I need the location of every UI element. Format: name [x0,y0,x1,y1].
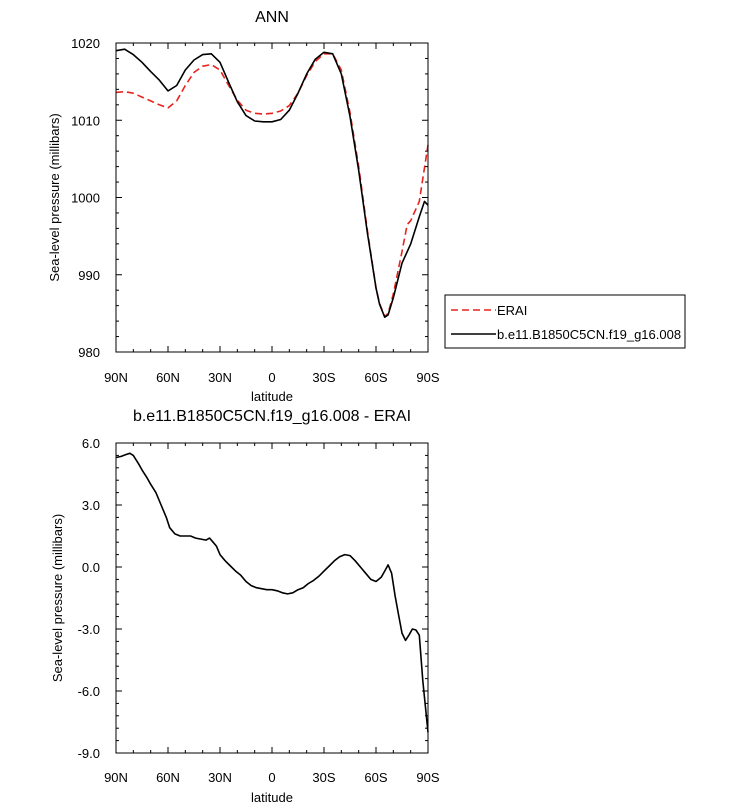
x-tick-label: 60N [156,770,180,785]
y-tick-label: -6.0 [78,684,100,699]
plot-frame [115,442,429,754]
y-axis-label: Sea-level pressure (millibars) [47,113,62,281]
series-layer [115,452,429,733]
series-line [115,48,429,319]
x-tick-label: 30N [208,370,232,385]
legend-box [444,294,686,349]
x-tick-label: 60N [156,370,180,385]
chart-title: b.e11.B1850C5CN.f19_g16.008 - ERAI [133,408,411,425]
y-tick-label: 1020 [71,36,100,51]
x-axis-label: latitude [251,389,293,404]
y-tick-label: 6.0 [82,436,100,451]
x-tick-labels: 90N 60N 30N 0 30S 60S 90S [104,370,440,385]
x-tick-labels: 90N 60N 30N 0 30S 60S 90S [104,770,440,785]
tick-layer [115,442,429,754]
x-tick-label: 90S [416,370,439,385]
x-tick-label: 30N [208,770,232,785]
legend: ERAI b.e11.B1850C5CN.f19_g16.008 [444,294,686,349]
x-tick-label: 30S [312,770,335,785]
x-tick-label: 0 [268,770,275,785]
y-tick-label: 0.0 [82,560,100,575]
x-tick-label: 30S [312,370,335,385]
mean-slp-panel: ANN 980 990 1000 1010 1020 90N 60N 30N 0… [47,9,686,404]
y-tick-label: -3.0 [78,622,100,637]
chart-title: ANN [255,9,289,26]
legend-label-erai: ERAI [497,303,527,318]
series-line [115,52,429,318]
y-axis-label: Sea-level pressure (millibars) [50,514,65,682]
x-axis-label: latitude [251,790,293,805]
y-tick-labels: -9.0 -6.0 -3.0 0.0 3.0 6.0 [78,436,100,761]
y-tick-label: 980 [78,345,100,360]
y-tick-label: -9.0 [78,746,100,761]
y-tick-label: 3.0 [82,498,100,513]
x-tick-label: 90N [104,770,128,785]
x-tick-label: 0 [268,370,275,385]
series-layer [115,48,429,319]
y-tick-label: 990 [78,268,100,283]
series-line [115,452,429,733]
y-tick-label: 1010 [71,113,100,128]
x-tick-label: 90S [416,770,439,785]
legend-label-model: b.e11.B1850C5CN.f19_g16.008 [497,327,681,342]
x-tick-label: 60S [364,370,387,385]
y-tick-labels: 980 990 1000 1010 1020 [71,36,100,360]
x-tick-label: 90N [104,370,128,385]
y-tick-label: 1000 [71,191,100,206]
difference-panel: b.e11.B1850C5CN.f19_g16.008 - ERAI -9.0 … [50,408,440,805]
x-tick-label: 60S [364,770,387,785]
tick-layer [115,42,429,353]
